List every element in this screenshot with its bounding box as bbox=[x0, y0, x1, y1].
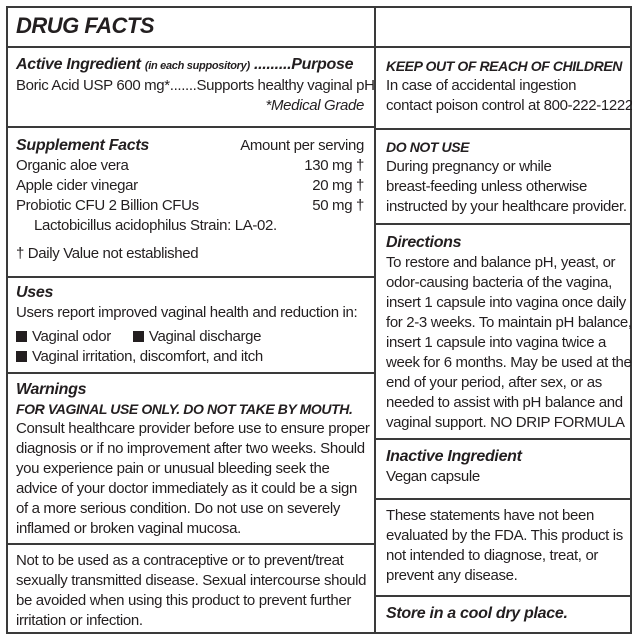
uses-heading: Uses bbox=[16, 284, 54, 301]
warning-line: Consult healthcare provider before use t… bbox=[16, 420, 370, 437]
daily-value-note: † Daily Value not established bbox=[16, 245, 199, 262]
blank-header-cell bbox=[374, 6, 632, 48]
bullet-square-icon bbox=[16, 351, 27, 362]
supplement-name: Organic aloe vera bbox=[16, 157, 129, 174]
directions-line: To restore and balance pH, yeast, or bbox=[386, 254, 616, 271]
warning-line: of a more serious condition. Do not use … bbox=[16, 500, 341, 517]
do-not-use-line: During pregnancy or while bbox=[386, 158, 552, 175]
directions-line: insert 1 capsule into vagina twice a bbox=[386, 334, 607, 351]
keep-out-line: In case of accidental ingestion bbox=[386, 77, 577, 94]
page-title: DRUG FACTS bbox=[16, 13, 155, 38]
fda-line: These statements have not been bbox=[386, 507, 594, 524]
directions-line: odor-causing bacteria of the vagina, bbox=[386, 274, 612, 291]
directions-line: insert 1 capsule into vagina once daily bbox=[386, 294, 626, 311]
strain-note: Lactobicillus acidophilus Strain: LA-02. bbox=[34, 217, 277, 234]
title-section: DRUG FACTS bbox=[6, 6, 374, 48]
active-heading-note: (in each suppository) bbox=[144, 60, 250, 72]
fda-disclaimer-section: These statements have not been evaluated … bbox=[374, 500, 632, 597]
inactive-ingredient-section: Inactive Ingredient Vegan capsule bbox=[374, 440, 632, 500]
do-not-use-line: breast-feeding unless otherwise bbox=[386, 178, 587, 195]
supplement-name: Probiotic CFU 2 Billion CFUs bbox=[16, 197, 199, 214]
supplement-amount: 130 mg † bbox=[304, 157, 364, 174]
keep-out-heading: KEEP OUT OF REACH OF CHILDREN bbox=[386, 58, 622, 74]
bullet-square-icon bbox=[132, 331, 144, 342]
contraceptive-line: be avoided when using this product to pr… bbox=[16, 592, 352, 609]
drug-facts-panel bbox=[6, 6, 632, 634]
inactive-value: Vegan capsule bbox=[386, 468, 480, 485]
do-not-use-heading: DO NOT USE bbox=[386, 139, 470, 155]
amount-header: Amount per serving bbox=[240, 137, 364, 154]
supplement-row: Probiotic CFU 2 Billion CFUs 50 mg † bbox=[16, 196, 364, 216]
contraceptive-line: Not to be used as a contraceptive or to … bbox=[16, 552, 344, 569]
directions-line: end of your period, after sex, or as bbox=[386, 374, 602, 391]
warning-line: inflamed or broken vaginal mucosa. bbox=[16, 520, 241, 537]
do-not-use-section: DO NOT USE During pregnancy or while brea… bbox=[374, 130, 632, 225]
storage-note: Store in a cool dry place. bbox=[386, 605, 568, 622]
active-ingredient-line: Boric Acid USP 600 mg*.......Supports he… bbox=[16, 77, 374, 94]
fda-line: not intended to diagnose, treat, or bbox=[386, 547, 599, 564]
directions-line: for 2-3 weeks. To maintain pH balance, bbox=[386, 314, 632, 331]
medical-grade-note: *Medical Grade bbox=[265, 97, 365, 114]
contraceptive-line: sexually transmitted disease. Sexual int… bbox=[16, 572, 367, 589]
directions-line: needed to assist with pH balance and bbox=[386, 394, 623, 411]
uses-section: Uses Users report improved vaginal healt… bbox=[6, 278, 374, 374]
fda-line: evaluated by the FDA. This product is bbox=[386, 527, 623, 544]
supplement-amount: 20 mg † bbox=[312, 177, 364, 194]
warning-line: you experience pain or unusual bleeding … bbox=[16, 460, 330, 477]
supplement-row: Apple cider vinegar 20 mg † bbox=[16, 176, 364, 196]
contraceptive-line: irritation or infection. bbox=[16, 612, 143, 629]
supplement-facts-section: Supplement Facts Amount per serving Organ… bbox=[6, 128, 374, 278]
active-ingredient-section: Active Ingredient (in each suppository) … bbox=[6, 48, 374, 128]
supplement-amount: 50 mg † bbox=[312, 197, 364, 214]
warning-line: diagnosis or if no improvement after two… bbox=[16, 440, 365, 457]
keep-out-line: contact poison control at 800-222-1222. bbox=[386, 97, 632, 114]
uses-intro: Users report improved vaginal health and… bbox=[16, 304, 358, 321]
do-not-use-line: instructed by your healthcare provider. bbox=[386, 198, 627, 215]
directions-line: week for 6 months. May be used at the bbox=[386, 354, 632, 371]
warnings-heading: Warnings bbox=[16, 381, 87, 398]
keep-out-section: KEEP OUT OF REACH OF CHILDREN In case of… bbox=[374, 48, 632, 130]
storage-section: Store in a cool dry place. bbox=[374, 597, 632, 634]
warnings-caution: FOR VAGINAL USE ONLY. DO NOT TAKE BY MOU… bbox=[16, 401, 353, 417]
supplement-heading: Supplement Facts bbox=[16, 137, 150, 154]
active-heading: Active Ingredient bbox=[16, 56, 141, 73]
supplement-row: Organic aloe vera 130 mg † bbox=[16, 156, 364, 176]
supplement-name: Apple cider vinegar bbox=[16, 177, 138, 194]
directions-heading: Directions bbox=[386, 234, 462, 251]
fda-line: prevent any disease. bbox=[386, 567, 518, 584]
use-item: Vaginal irritation, discomfort, and itch bbox=[32, 348, 263, 365]
purpose-heading: .........Purpose bbox=[249, 56, 354, 73]
inactive-heading: Inactive Ingredient bbox=[386, 448, 522, 465]
directions-section: Directions To restore and balance pH, ye… bbox=[374, 225, 632, 440]
use-item: Vaginal discharge bbox=[148, 328, 262, 345]
use-item: Vaginal odor bbox=[32, 328, 111, 345]
warning-line: advice of your doctor immediately as it … bbox=[16, 480, 357, 497]
directions-line: vaginal support. NO DRIP FORMULA bbox=[386, 414, 625, 431]
contraceptive-warning-section: Not to be used as a contraceptive or to … bbox=[6, 545, 374, 634]
warnings-section: Warnings FOR VAGINAL USE ONLY. DO NOT TA… bbox=[6, 374, 374, 545]
bullet-square-icon bbox=[16, 331, 27, 342]
